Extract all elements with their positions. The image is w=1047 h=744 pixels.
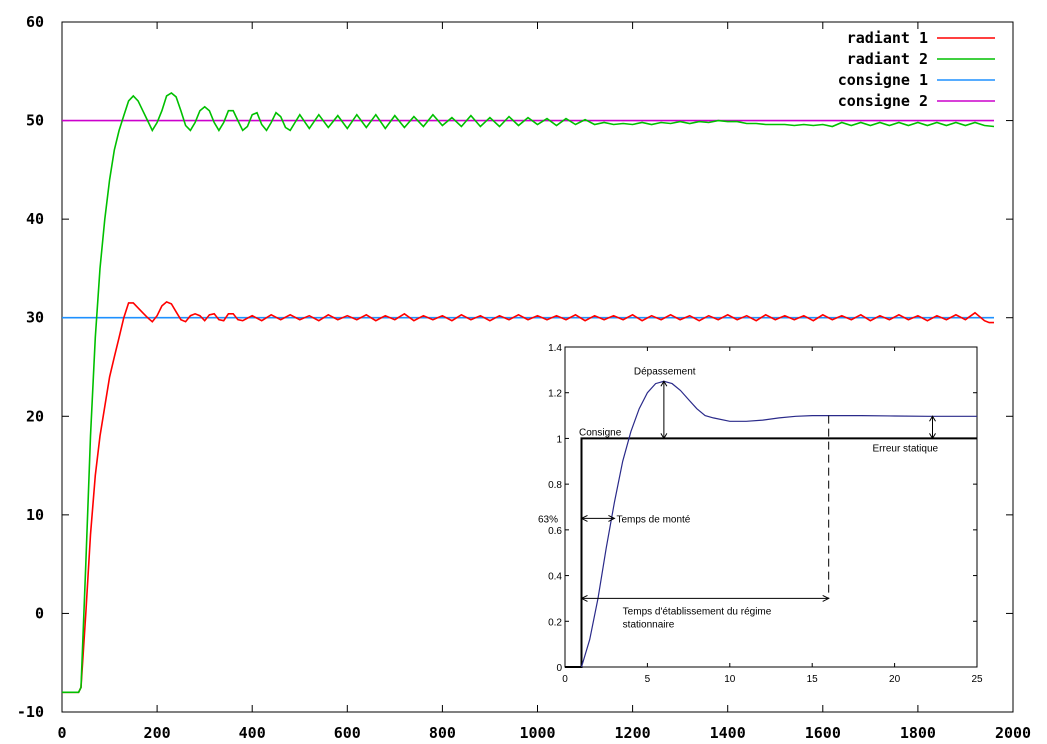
x-tick-label: 800 — [429, 724, 456, 742]
inset-y-tick-label: 0.2 — [548, 617, 562, 628]
inset-y-tick-label: 0 — [556, 663, 562, 674]
rise-time-arrow-head-right — [608, 514, 616, 522]
legend: radiant 1 radiant 2 consigne 1 consigne 2 — [838, 29, 995, 110]
overshoot-label: Dépassement — [634, 366, 696, 377]
rise-time-arrow-head-left — [580, 514, 588, 522]
y-tick-label: 0 — [35, 604, 44, 622]
inset-x-tick-label: 15 — [807, 674, 819, 685]
inset-y-tick-label: 1 — [556, 434, 562, 445]
legend-label: consigne 2 — [838, 92, 928, 110]
x-tick-label: 600 — [334, 724, 361, 742]
step-response-curve — [580, 380, 977, 668]
settling-time-label-line1: Temps d'établissement du régime — [623, 606, 772, 617]
static-error-label: Erreur statique — [873, 443, 939, 454]
inset-x-tick-label: 20 — [889, 674, 901, 685]
y-tick-label: 40 — [26, 210, 44, 228]
main-x-axis: 0 200 400 600 800 1000 1200 1400 1600 1800 2000 — [57, 22, 1031, 742]
x-tick-label: 1000 — [519, 724, 555, 742]
x-tick-label: 1800 — [900, 724, 936, 742]
static-error-arrow-head-bottom — [929, 433, 936, 440]
inset-y-axis: 0 0.2 0.4 0.6 0.8 1 1.2 1.4 — [548, 343, 977, 674]
inset-y-tick-label: 0.8 — [548, 480, 562, 491]
main-series-group — [62, 92, 995, 694]
overshoot-arrow-head-bottom — [660, 433, 668, 440]
inset-x-tick-label: 5 — [645, 674, 651, 685]
x-tick-label: 1200 — [615, 724, 651, 742]
x-tick-label: 400 — [239, 724, 266, 742]
inset-series-group — [565, 380, 977, 668]
rise-percent-label: 63% — [538, 514, 558, 525]
inset-y-tick-label: 1.2 — [548, 389, 562, 400]
x-tick-label: 0 — [57, 724, 66, 742]
x-tick-label: 1600 — [805, 724, 841, 742]
y-tick-label: 30 — [26, 309, 44, 327]
x-tick-label: 1400 — [710, 724, 746, 742]
y-tick-label: 50 — [26, 112, 44, 130]
inset-plot-frame — [564, 346, 978, 668]
x-tick-label: 200 — [144, 724, 171, 742]
inset-y-tick-label: 0.6 — [548, 526, 562, 537]
step-input-line — [565, 437, 977, 668]
y-tick-label: 20 — [26, 407, 44, 425]
inset-annotations: Dépassement Consigne Erreur statique 63%… — [538, 366, 939, 630]
static-error-arrow-head-top — [929, 415, 936, 422]
legend-label: radiant 1 — [847, 29, 928, 47]
x-tick-label: 2000 — [995, 724, 1031, 742]
inset-x-tick-label: 10 — [724, 674, 736, 685]
inset-y-tick-label: 1.4 — [548, 343, 562, 354]
inset-y-tick-label: 0.4 — [548, 572, 562, 583]
settling-time-label-line2: stationnaire — [623, 619, 675, 630]
settling-time-arrow-head-left — [580, 594, 588, 602]
legend-label: radiant 2 — [847, 50, 928, 68]
inset-x-axis: 0 5 10 15 20 25 — [562, 347, 983, 685]
setpoint-label: Consigne — [579, 427, 622, 438]
rise-time-label: Temps de monté — [616, 514, 690, 525]
overshoot-arrow-head-top — [660, 380, 668, 387]
legend-label: consigne 1 — [838, 71, 928, 89]
y-tick-label: 60 — [26, 13, 44, 31]
inset-chart: 0 0.2 0.4 0.6 0.8 1 1.2 1.4 0 5 10 15 20 25 Dépassem… — [536, 336, 991, 692]
inset-x-tick-label: 25 — [971, 674, 983, 685]
inset-x-tick-label: 0 — [562, 674, 568, 685]
y-tick-label: -10 — [17, 703, 44, 721]
series-line-radiant-2 — [62, 92, 995, 694]
y-tick-label: 10 — [26, 506, 44, 524]
series-line-radiant-1 — [62, 300, 994, 694]
